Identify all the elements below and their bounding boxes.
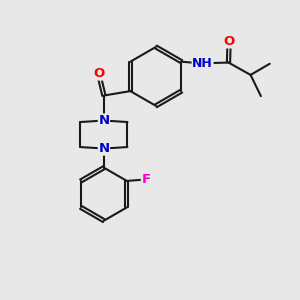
- Text: O: O: [224, 35, 235, 48]
- Text: NH: NH: [192, 57, 213, 70]
- Text: N: N: [98, 142, 110, 155]
- Text: N: N: [98, 114, 110, 127]
- Text: O: O: [93, 67, 104, 80]
- Text: F: F: [141, 173, 151, 186]
